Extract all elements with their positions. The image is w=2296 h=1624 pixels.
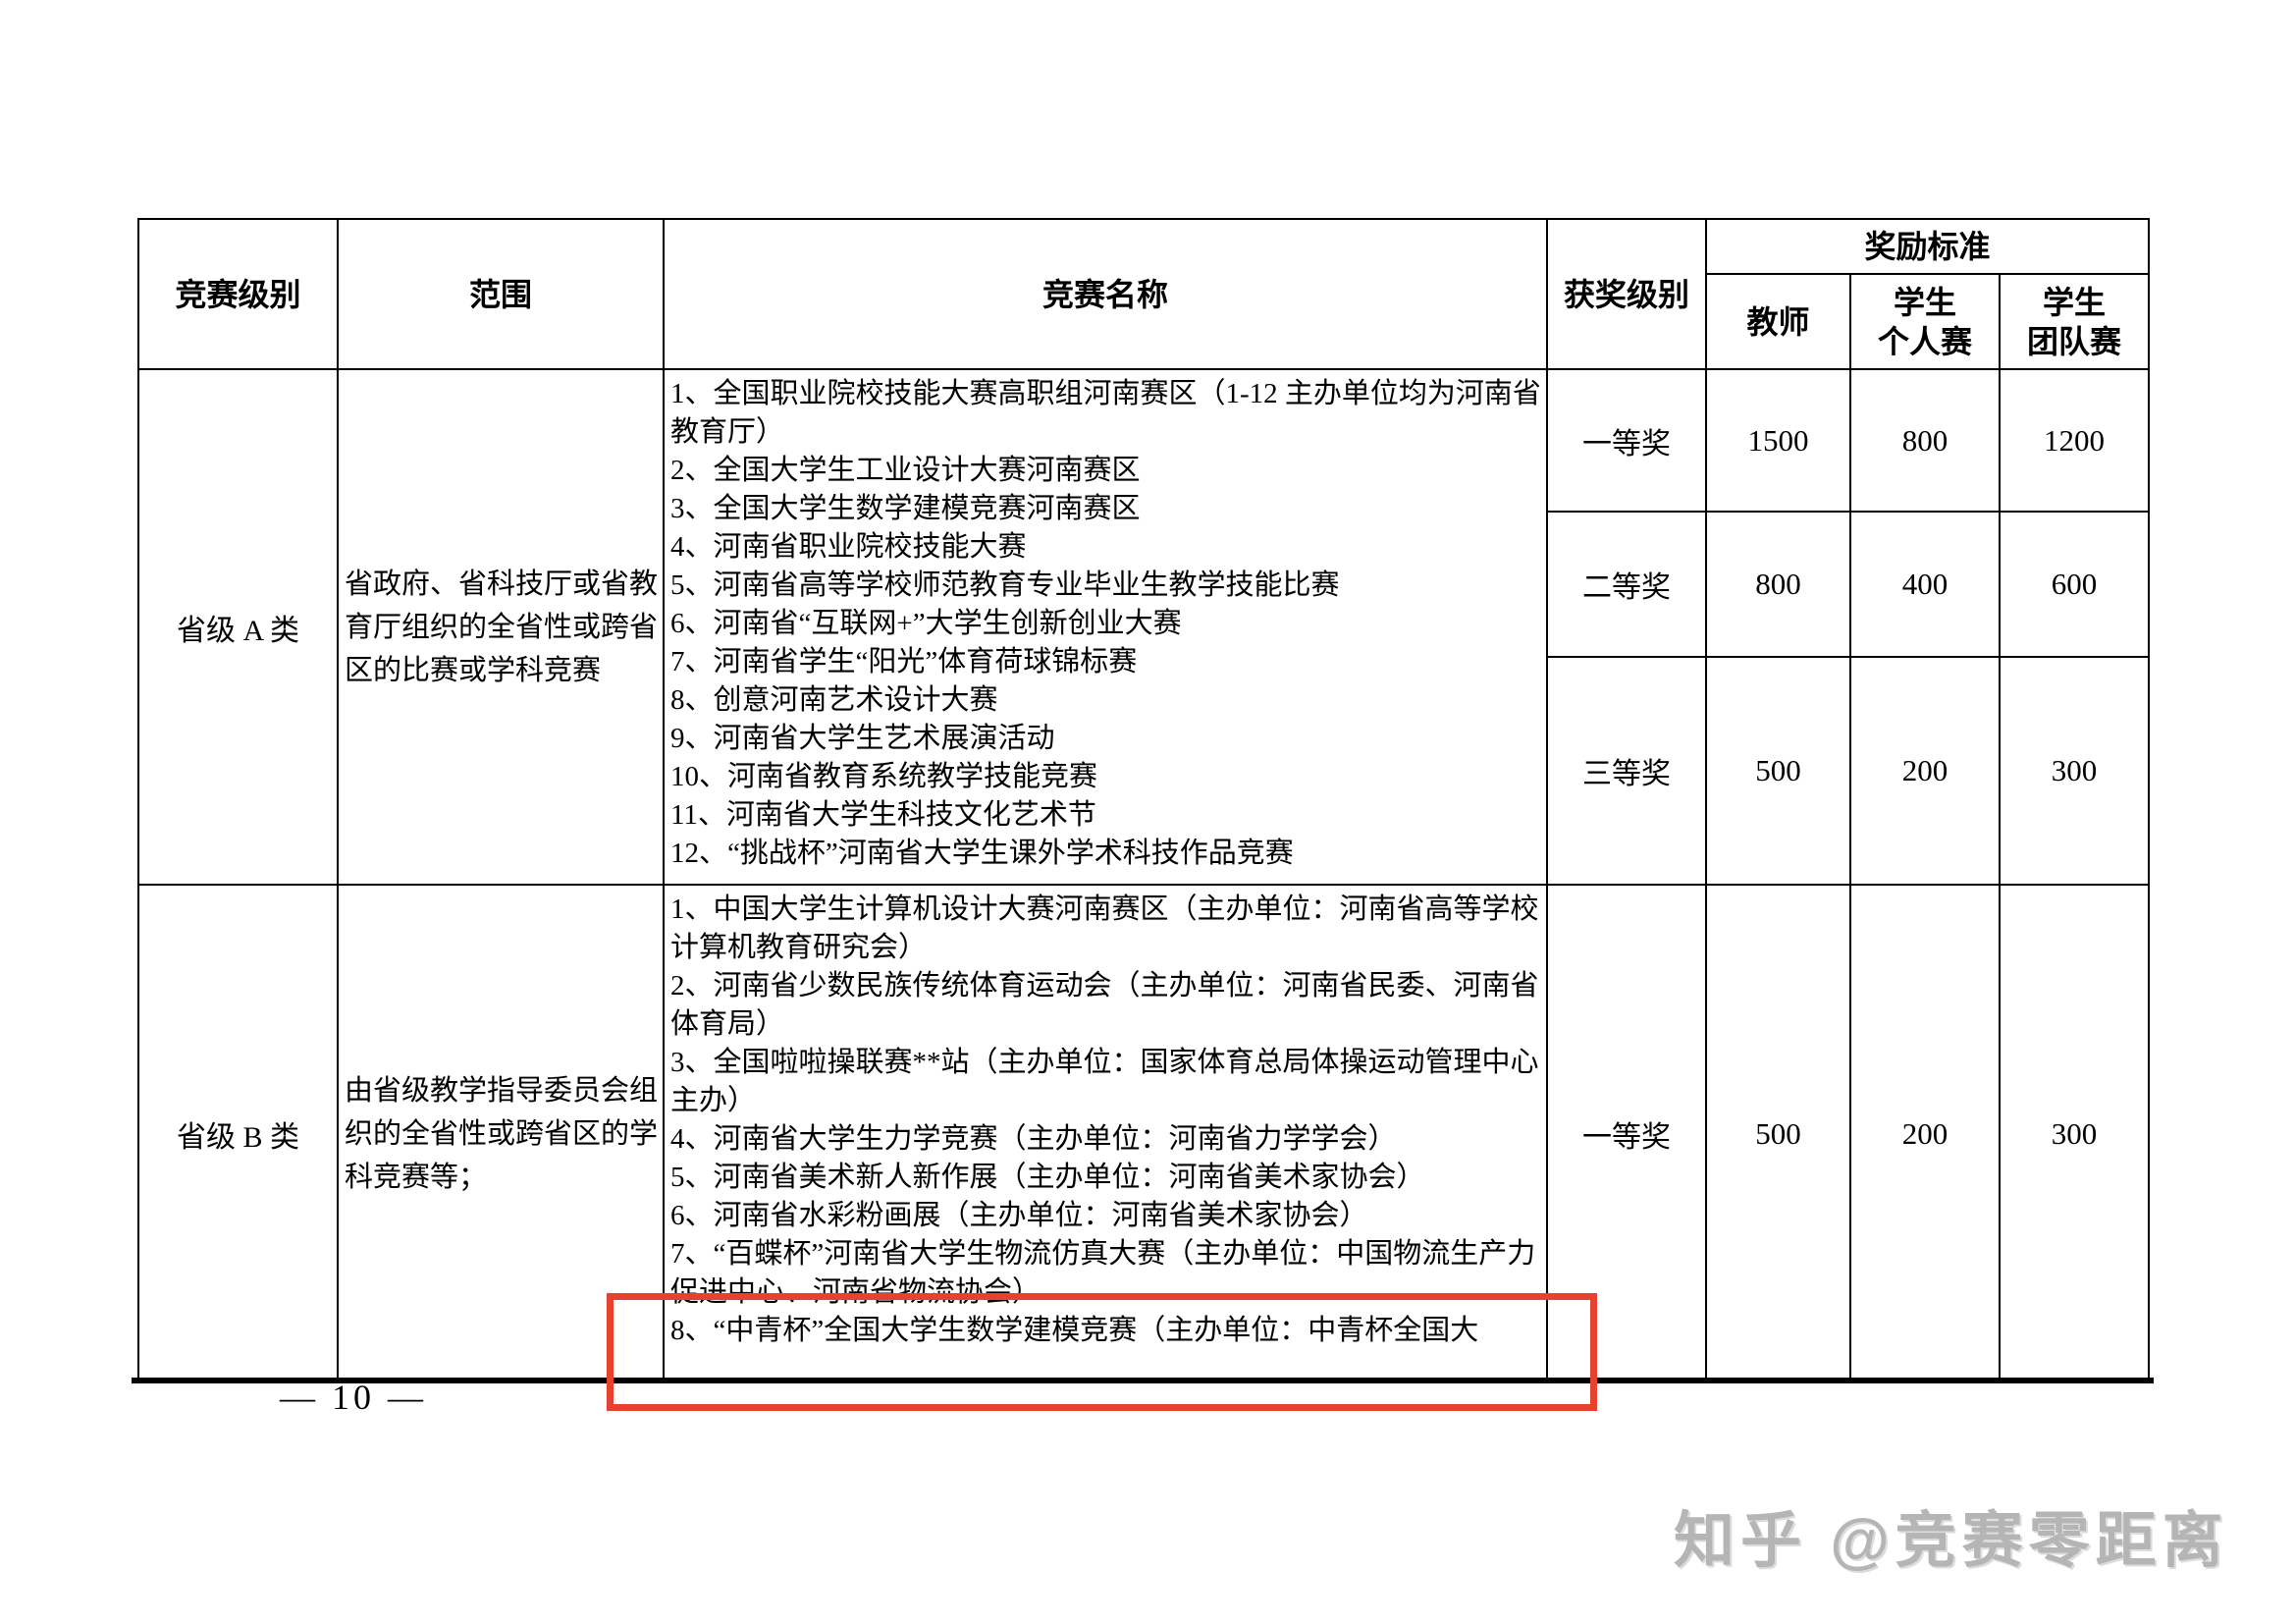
competition-item: 12、“挑战杯”河南省大学生课外学术科技作品竞赛 <box>670 838 1294 869</box>
page-number: — 10 — <box>280 1378 427 1417</box>
competition-item: 5、河南省高等学校师范教育专业毕业生教学技能比赛 <box>670 569 1340 601</box>
group-b-award-1-student-individual: 200 <box>1851 886 2001 1383</box>
group-a-award-1-level: 一等奖 <box>1548 370 1707 513</box>
competition-item: 1、全国职业院校技能大赛高职组河南赛区（1-12 主办单位均为河南省教育厅） <box>670 378 1541 448</box>
competition-item: 2、全国大学生工业设计大赛河南赛区 <box>670 455 1141 486</box>
competition-item: 9、河南省大学生艺术展演活动 <box>670 723 1055 754</box>
group-a-award-1-student-team: 1200 <box>2001 370 2150 513</box>
competition-item: 3、全国大学生数学建模竞赛河南赛区 <box>670 493 1141 524</box>
group-a-award-2-student-individual: 400 <box>1851 513 2001 658</box>
table-bottom-rule <box>132 1378 2154 1383</box>
group-a-award-1-student-individual: 800 <box>1851 370 2001 513</box>
group-b-award-1-teacher: 500 <box>1707 886 1851 1383</box>
group-a-award-3-student-team: 300 <box>2001 658 2150 886</box>
group-a-level-cell: 省级 A 类 <box>139 370 339 886</box>
header-competition-name: 竞赛名称 <box>665 220 1548 370</box>
competition-item: 6、河南省水彩粉画展（主办单位：河南省美术家协会） <box>670 1200 1368 1231</box>
reward-table: 竞赛级别 范围 竞赛名称 获奖级别 奖励标准 教师 学生 个人赛 学生 团队赛 … <box>137 218 2150 1383</box>
header-award-level: 获奖级别 <box>1548 220 1707 370</box>
header-competition-level: 竞赛级别 <box>139 220 339 370</box>
competition-item: 7、河南省学生“阳光”体育荷球锦标赛 <box>670 646 1138 677</box>
group-a-award-3-student-individual: 200 <box>1851 658 2001 886</box>
group-b-competition-list: 1、中国大学生计算机设计大赛河南赛区（主办单位：河南省高等学校计算机教育研究会）… <box>665 886 1548 1383</box>
competition-item: 8、创意河南艺术设计大赛 <box>670 684 998 716</box>
group-a-scope-cell: 省政府、省科技厅或省教育厅组织的全省性或跨省区的比赛或学科竞赛 <box>339 370 665 886</box>
competition-item: 1、中国大学生计算机设计大赛河南赛区（主办单位：河南省高等学校计算机教育研究会） <box>670 893 1539 963</box>
competition-item: 4、河南省职业院校技能大赛 <box>670 531 1027 563</box>
competition-item: 8、“中青杯”全国大学生数学建模竞赛（主办单位：中青杯全国大 <box>670 1315 1479 1346</box>
group-a-award-2-level: 二等奖 <box>1548 513 1707 658</box>
highlight-box <box>607 1293 1597 1411</box>
header-scope: 范围 <box>339 220 665 370</box>
header-teacher: 教师 <box>1707 275 1851 370</box>
group-a-competition-list: 1、全国职业院校技能大赛高职组河南赛区（1-12 主办单位均为河南省教育厅） 2、… <box>665 370 1548 886</box>
competition-item: 10、河南省教育系统教学技能竞赛 <box>670 761 1098 792</box>
header-reward-standard: 奖励标准 <box>1707 220 2150 275</box>
competition-item: 5、河南省美术新人新作展（主办单位：河南省美术家协会） <box>670 1162 1425 1193</box>
competition-item: 11、河南省大学生科技文化艺术节 <box>670 799 1096 831</box>
competition-item: 4、河南省大学生力学竞赛（主办单位：河南省力学学会） <box>670 1123 1397 1155</box>
group-b-level-cell: 省级 B 类 <box>139 886 339 1383</box>
competition-item: 3、全国啦啦操联赛**站（主办单位：国家体育总局体操运动管理中心主办） <box>670 1047 1539 1116</box>
group-b-award-1-student-team: 300 <box>2001 886 2150 1383</box>
group-a-award-1-teacher: 1500 <box>1707 370 1851 513</box>
competition-item: 2、河南省少数民族传统体育运动会（主办单位：河南省民委、河南省体育局） <box>670 970 1539 1040</box>
group-a-award-2-teacher: 800 <box>1707 513 1851 658</box>
group-a-award-3-level: 三等奖 <box>1548 658 1707 886</box>
header-student-individual: 学生 个人赛 <box>1851 275 2001 370</box>
group-b-scope-cell: 由省级教学指导委员会组织的全省性或跨省区的学科竞赛等； <box>339 886 665 1383</box>
competition-item: 7、“百蝶杯”河南省大学生物流仿真大赛（主办单位：中国物流生产力促进中心、河南省… <box>670 1238 1536 1308</box>
competition-item: 6、河南省“互联网+”大学生创新创业大赛 <box>670 608 1182 639</box>
group-a-award-2-student-team: 600 <box>2001 513 2150 658</box>
header-student-team: 学生 团队赛 <box>2001 275 2150 370</box>
group-a-award-3-teacher: 500 <box>1707 658 1851 886</box>
watermark: 知乎 @竞赛零距离 <box>1674 1507 2229 1575</box>
